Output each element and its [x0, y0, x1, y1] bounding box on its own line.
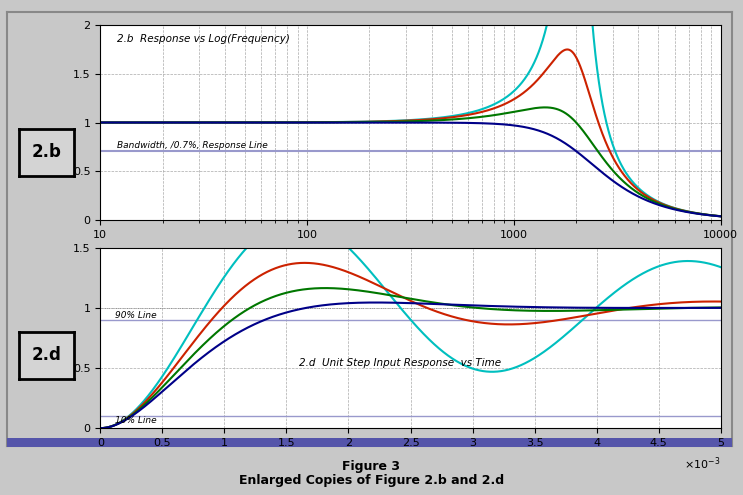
- Text: $\times10^{-3}$: $\times10^{-3}$: [684, 455, 721, 472]
- Text: 10% Line: 10% Line: [115, 416, 157, 425]
- Text: 90% Line: 90% Line: [115, 311, 157, 320]
- Text: Enlarged Copies of Figure 2.b and 2.d: Enlarged Copies of Figure 2.b and 2.d: [239, 474, 504, 487]
- Text: Bandwidth, /0.7%, Response Line: Bandwidth, /0.7%, Response Line: [117, 141, 267, 150]
- Text: 2.d  Unit Step Input Response  vs Time: 2.d Unit Step Input Response vs Time: [299, 357, 501, 368]
- Text: 2.d: 2.d: [31, 346, 62, 364]
- Text: 2.b: 2.b: [31, 143, 62, 161]
- Text: Figure 3: Figure 3: [343, 460, 400, 473]
- Text: 2.b  Response vs Log(Frequency): 2.b Response vs Log(Frequency): [117, 34, 290, 45]
